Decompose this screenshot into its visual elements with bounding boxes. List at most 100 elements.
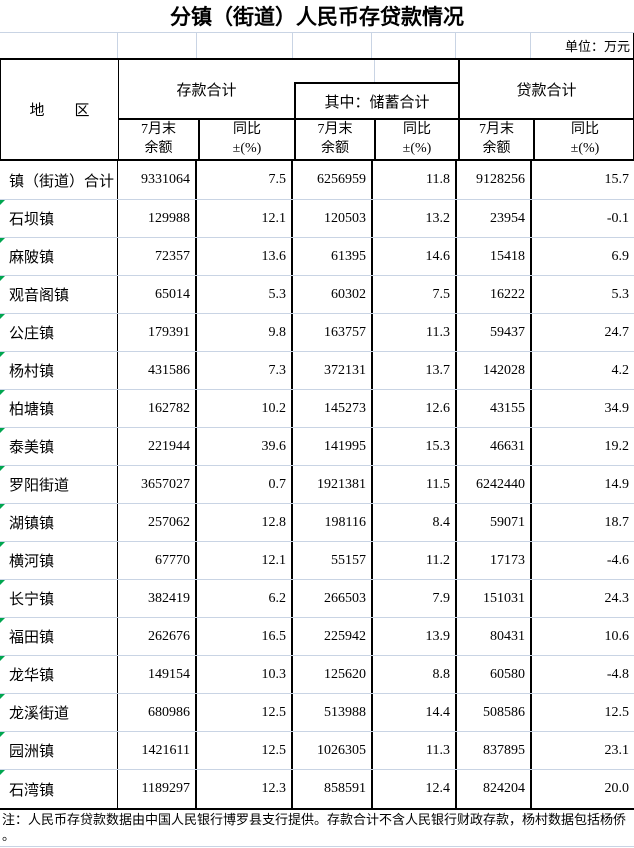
value-cell: -4.8 bbox=[606, 666, 629, 682]
error-indicator-icon bbox=[0, 656, 5, 661]
value-cell: 20.0 bbox=[604, 781, 630, 796]
value-cell: 12.1 bbox=[197, 542, 293, 579]
value-cell: 858591 bbox=[293, 770, 373, 808]
region-cell: 柏塘镇 bbox=[0, 390, 118, 427]
value-cell: 7.3 bbox=[197, 352, 293, 389]
value-cell: 12.1 bbox=[197, 200, 293, 237]
region-cell: 横河镇 bbox=[0, 542, 118, 579]
value-cell: 6.2 bbox=[197, 580, 293, 617]
table-row: 公庄镇 179391 9.8 163757 11.3 59437 24.7 bbox=[0, 314, 634, 352]
error-indicator-icon bbox=[0, 200, 5, 205]
value-cell: 12.5 bbox=[197, 694, 293, 731]
value-cell: 372131 bbox=[293, 352, 373, 389]
value-cell: 5.3 bbox=[197, 276, 293, 313]
value-cell: 179391 bbox=[118, 314, 197, 351]
value-cell: 1189297 bbox=[118, 770, 197, 808]
value-cell: 266503 bbox=[293, 580, 373, 617]
error-indicator-icon bbox=[0, 352, 5, 357]
table-row: 杨村镇 431586 7.3 372131 13.7 142028 4.2 bbox=[0, 352, 634, 390]
value-cell: 508586 bbox=[457, 694, 532, 731]
value-cell: 8.8 bbox=[373, 656, 457, 693]
table-row: 龙华镇 149154 10.3 125620 8.8 60580 -4.8 bbox=[0, 656, 634, 694]
value-cell: 15418 bbox=[457, 238, 532, 275]
table-row: 石坝镇 129988 12.1 120503 13.2 23954 -0.1 bbox=[0, 200, 634, 238]
value-cell: 257062 bbox=[118, 504, 197, 541]
error-indicator-icon bbox=[0, 466, 5, 471]
value-cell: 59071 bbox=[457, 504, 532, 541]
region-label: 镇（街道）合计 bbox=[9, 173, 115, 190]
value-cell: 12.5 bbox=[604, 704, 630, 720]
value-cell: 7.5 bbox=[197, 161, 293, 199]
error-indicator-icon bbox=[0, 314, 5, 319]
error-indicator-icon bbox=[0, 276, 5, 281]
region-cell: 镇（街道）合计 bbox=[0, 161, 118, 199]
value-cell: 12.8 bbox=[197, 504, 293, 541]
value-cell: 837895 bbox=[457, 732, 532, 769]
value-cell: 34.9 bbox=[604, 400, 630, 416]
region-cell: 长宁镇 bbox=[0, 580, 118, 617]
region-cell: 石坝镇 bbox=[0, 200, 118, 237]
value-cell: 15.7 bbox=[604, 172, 630, 187]
unit-row-cell bbox=[118, 33, 197, 58]
value-cell: 129988 bbox=[118, 200, 197, 237]
table-row: 镇（街道）合计 9331064 7.5 6256959 11.8 9128256 15.7 bbox=[0, 161, 634, 200]
gridline bbox=[374, 60, 375, 82]
region-label: 泰美镇 bbox=[9, 440, 55, 456]
value-cell: 225942 bbox=[293, 618, 373, 655]
value-cell: 221944 bbox=[118, 428, 197, 465]
unit-row-cell bbox=[197, 33, 293, 58]
value-cell: 9128256 bbox=[457, 161, 532, 199]
value-cell: 12.5 bbox=[197, 732, 293, 769]
value-cell: 14.6 bbox=[373, 238, 457, 275]
value-cell: 4.2 bbox=[611, 362, 630, 378]
header-sub-savings-yoy: 同比 ±(%) bbox=[374, 120, 458, 159]
value-cell: 10.2 bbox=[197, 390, 293, 427]
table-row: 麻陂镇 72357 13.6 61395 14.6 15418 6.9 bbox=[0, 238, 634, 276]
error-indicator-icon bbox=[0, 732, 5, 737]
value-cell: 198116 bbox=[293, 504, 373, 541]
value-cell: 145273 bbox=[293, 390, 373, 427]
value-cell: 16222 bbox=[457, 276, 532, 313]
region-label: 福田镇 bbox=[9, 630, 55, 646]
region-cell: 麻陂镇 bbox=[0, 238, 118, 275]
region-cell: 泰美镇 bbox=[0, 428, 118, 465]
table-row: 石湾镇 1189297 12.3 858591 12.4 824204 20.0 bbox=[0, 770, 634, 808]
value-cell: 72357 bbox=[118, 238, 197, 275]
value-cell: 151031 bbox=[457, 580, 532, 617]
value-cell: 15.3 bbox=[373, 428, 457, 465]
table-row: 湖镇镇 257062 12.8 198116 8.4 59071 18.7 bbox=[0, 504, 634, 542]
value-cell: 6256959 bbox=[293, 161, 373, 199]
error-indicator-icon bbox=[0, 580, 5, 585]
error-indicator-icon bbox=[0, 238, 5, 243]
value-cell: 17173 bbox=[457, 542, 532, 579]
table-row: 园洲镇 1421611 12.5 1026305 11.3 837895 23.1 bbox=[0, 732, 634, 770]
value-cell: 11.8 bbox=[373, 161, 457, 199]
header-group-savings: 其中：储蓄合计 bbox=[294, 82, 458, 118]
region-cell: 石湾镇 bbox=[0, 770, 118, 808]
error-indicator-icon bbox=[0, 694, 5, 699]
value-cell: 162782 bbox=[118, 390, 197, 427]
table-row: 长宁镇 382419 6.2 266503 7.9 151031 24.3 bbox=[0, 580, 634, 618]
region-label: 湖镇镇 bbox=[9, 516, 55, 532]
value-cell: 125620 bbox=[293, 656, 373, 693]
error-indicator-icon bbox=[0, 618, 5, 623]
table-row: 罗阳街道 3657027 0.7 1921381 11.5 6242440 14.9 bbox=[0, 466, 634, 504]
value-cell: 11.2 bbox=[373, 542, 457, 579]
table-row: 福田镇 262676 16.5 225942 13.9 80431 10.6 bbox=[0, 618, 634, 656]
value-cell: 431586 bbox=[118, 352, 197, 389]
error-indicator-icon bbox=[0, 770, 5, 775]
value-cell: 24.3 bbox=[604, 590, 630, 606]
value-cell: 12.4 bbox=[373, 770, 457, 808]
value-cell: -4.6 bbox=[606, 552, 629, 568]
value-cell: 13.7 bbox=[373, 352, 457, 389]
unit-row-cell bbox=[293, 33, 373, 58]
value-cell: 680986 bbox=[118, 694, 197, 731]
value-cell: 141995 bbox=[293, 428, 373, 465]
header-sub-loans-balance: 7月末 余额 bbox=[458, 120, 533, 159]
region-cell: 湖镇镇 bbox=[0, 504, 118, 541]
header-sub-savings-balance: 7月末 余额 bbox=[294, 120, 374, 159]
region-label: 罗阳街道 bbox=[9, 478, 70, 494]
value-cell: 7.5 bbox=[373, 276, 457, 313]
value-cell: 5.3 bbox=[611, 286, 630, 302]
value-cell: 11.3 bbox=[373, 314, 457, 351]
